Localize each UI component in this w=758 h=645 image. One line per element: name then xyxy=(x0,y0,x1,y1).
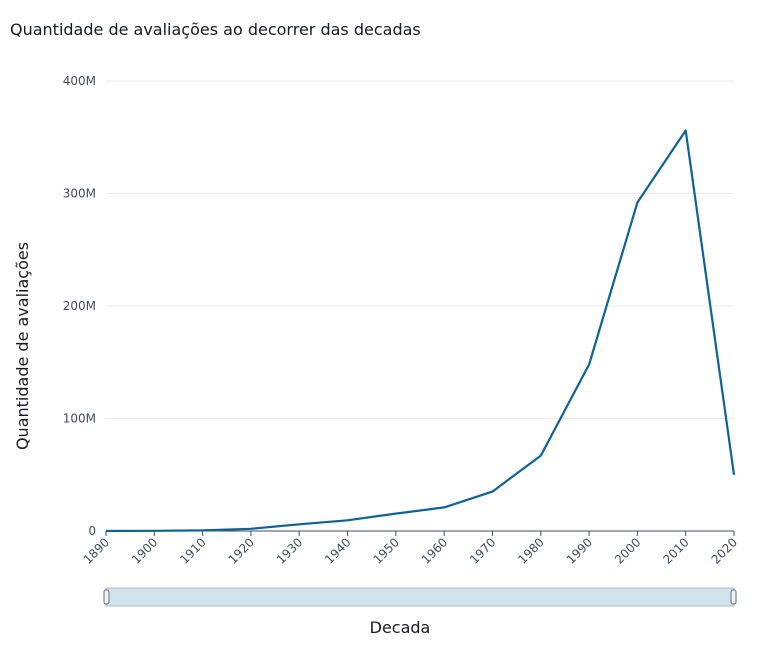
x-tick-label: 1960 xyxy=(419,535,450,566)
gridlines xyxy=(106,80,734,419)
range-slider[interactable] xyxy=(103,587,737,607)
x-tick-label: 1970 xyxy=(467,535,498,566)
data-point[interactable] xyxy=(683,128,689,134)
data-point[interactable] xyxy=(586,362,592,368)
x-tick-label: 1990 xyxy=(564,535,595,566)
data-point[interactable] xyxy=(634,200,640,206)
y-axis-ticks: 0 100M 200M 300M 400M xyxy=(63,74,96,538)
x-axis-label: Decada xyxy=(370,618,431,637)
y-tick-label: 300M xyxy=(63,187,96,201)
y-axis-label: Quantidade de avaliações xyxy=(13,242,32,450)
data-point[interactable] xyxy=(441,504,447,510)
data-point[interactable] xyxy=(296,521,302,527)
range-slider-track[interactable] xyxy=(105,587,735,607)
x-tick-label: 1950 xyxy=(370,535,401,566)
data-point[interactable] xyxy=(393,511,399,517)
range-slider-handle-left[interactable] xyxy=(103,589,110,605)
data-point[interactable] xyxy=(345,517,351,523)
x-tick-label: 1900 xyxy=(129,535,160,566)
x-tick-label: 1940 xyxy=(322,535,353,566)
series-line xyxy=(105,129,736,533)
series xyxy=(103,128,737,534)
x-tick-label: 2010 xyxy=(660,535,691,566)
x-axis-ticks: 1890 1900 1910 1920 1930 1940 1950 1960 1970 1980… xyxy=(81,531,740,567)
y-tick-label: 200M xyxy=(63,299,96,313)
y-tick-label: 0 xyxy=(88,524,96,538)
x-tick-label: 1920 xyxy=(226,535,257,566)
data-point[interactable] xyxy=(103,528,109,534)
data-point[interactable] xyxy=(151,528,157,534)
data-point[interactable] xyxy=(731,472,737,478)
data-point[interactable] xyxy=(200,527,206,533)
y-tick-label: 400M xyxy=(63,74,96,88)
x-tick-label: 1930 xyxy=(274,535,305,566)
data-point[interactable] xyxy=(248,526,254,532)
x-tick-label: 1890 xyxy=(81,535,112,566)
x-tick-label: 1980 xyxy=(515,535,546,566)
x-tick-label: 2020 xyxy=(709,535,740,566)
y-tick-label: 100M xyxy=(63,412,96,426)
x-tick-label: 1910 xyxy=(177,535,208,566)
data-point[interactable] xyxy=(489,489,495,495)
data-point[interactable] xyxy=(538,453,544,459)
x-tick-label: 2000 xyxy=(612,535,643,566)
chart-title: Quantidade de avaliações ao decorrer das… xyxy=(10,20,421,39)
range-slider-handle-right[interactable] xyxy=(730,589,737,605)
